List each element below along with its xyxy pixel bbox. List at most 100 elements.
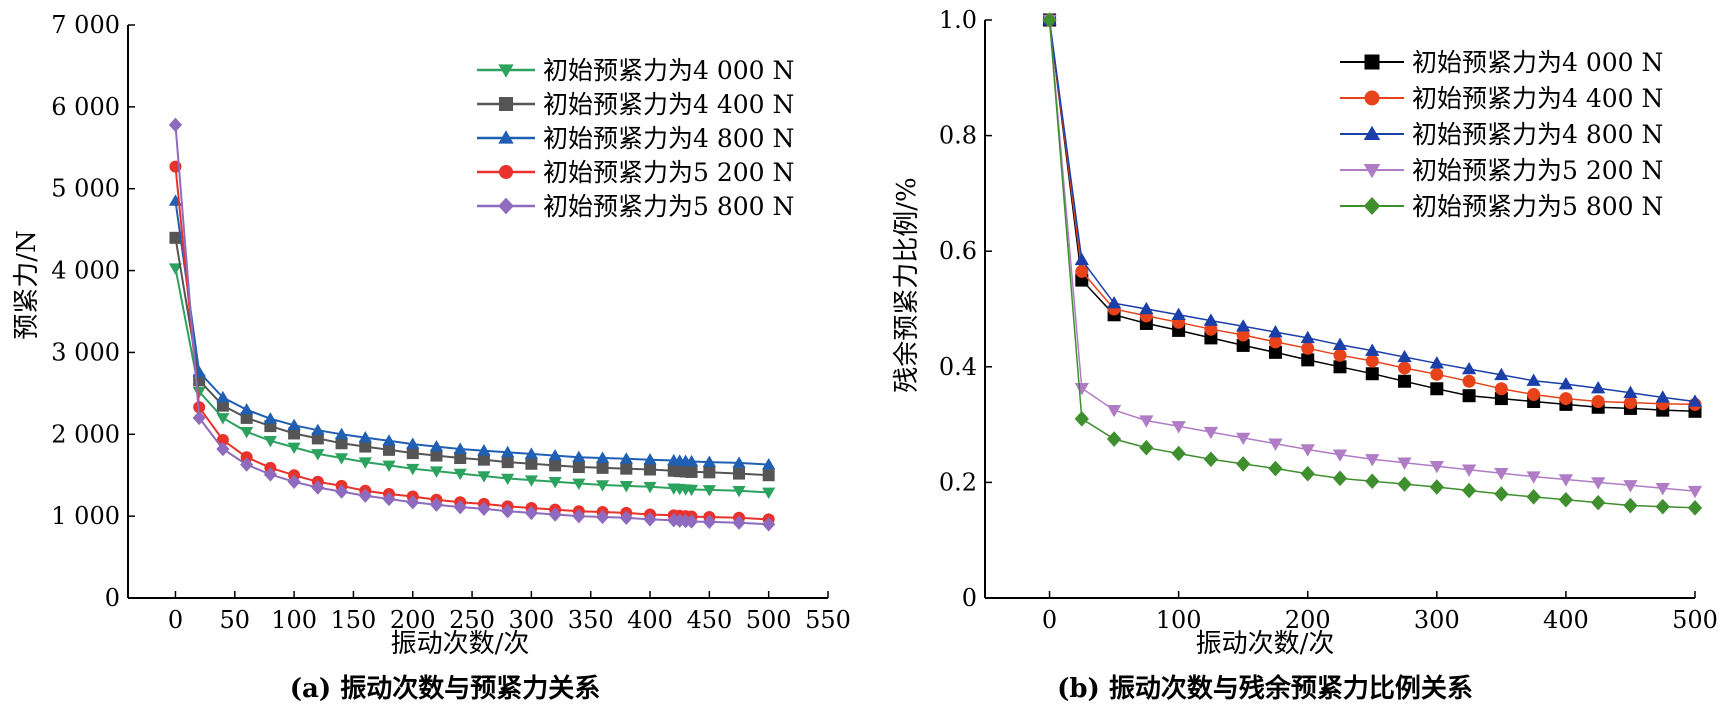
data-point xyxy=(1591,394,1605,408)
y-tick-label: 7 000 xyxy=(51,11,120,39)
data-point xyxy=(311,423,325,435)
data-point xyxy=(1332,470,1348,487)
legend-entry: 初始预紧力为4 400 N xyxy=(477,90,794,119)
data-point xyxy=(1461,361,1477,375)
data-point xyxy=(454,452,467,465)
data-point xyxy=(1301,353,1315,367)
data-point xyxy=(1527,388,1541,402)
data-point xyxy=(359,440,372,453)
data-point xyxy=(549,459,562,472)
data-point xyxy=(501,445,515,458)
data-point xyxy=(430,449,443,462)
data-point xyxy=(382,491,396,507)
data-point xyxy=(1558,376,1574,390)
data-point xyxy=(1429,461,1444,474)
data-point xyxy=(1171,307,1186,320)
data-point xyxy=(1236,432,1251,446)
data-point xyxy=(334,453,349,465)
legend-swatch-marker xyxy=(498,197,514,215)
data-point xyxy=(1365,354,1379,368)
data-point xyxy=(525,457,538,470)
series-2 xyxy=(169,231,775,482)
data-point xyxy=(762,517,776,532)
data-point xyxy=(1687,485,1703,499)
data-point xyxy=(1397,457,1412,470)
data-point xyxy=(287,418,301,431)
data-point xyxy=(429,466,444,478)
data-point xyxy=(1365,367,1379,381)
data-point xyxy=(1171,421,1186,434)
x-tick-label: 50 xyxy=(220,606,251,634)
x-tick-label: 100 xyxy=(1156,606,1202,634)
panel-a-x-axis-title: 振动次数/次 xyxy=(391,629,530,659)
x-tick-label: 500 xyxy=(746,606,792,634)
panel-a-caption: (a) 振动次数与预紧力关系 xyxy=(290,674,601,704)
data-point xyxy=(1687,394,1703,407)
legend-swatch-marker xyxy=(1363,197,1381,215)
legend-entry: 初始预紧力为5 200 N xyxy=(1340,156,1663,185)
data-point xyxy=(732,456,746,468)
data-point xyxy=(287,474,301,489)
data-point xyxy=(1236,456,1251,472)
data-point xyxy=(1494,367,1509,381)
data-point xyxy=(1526,489,1541,505)
data-point xyxy=(643,453,657,465)
data-point xyxy=(1139,439,1154,456)
legend-entry: 初始预紧力为4 000 N xyxy=(1340,48,1663,77)
x-tick-label: 150 xyxy=(331,606,377,634)
legend-label: 初始预紧力为4 000 N xyxy=(1412,48,1663,77)
data-point xyxy=(169,231,182,244)
series-3 xyxy=(168,194,776,470)
legend-label: 初始预紧力为5 200 N xyxy=(543,158,794,187)
data-point xyxy=(1591,494,1606,511)
legend-swatch-marker xyxy=(1364,90,1380,106)
data-point xyxy=(762,487,776,500)
data-point xyxy=(263,436,277,448)
series-5 xyxy=(168,117,776,532)
data-point xyxy=(263,412,277,424)
data-point xyxy=(1106,404,1122,418)
y-tick-label: 1.0 xyxy=(939,6,977,34)
data-point xyxy=(1106,431,1122,447)
data-point xyxy=(1558,474,1574,487)
data-point xyxy=(684,484,699,497)
data-point xyxy=(619,452,633,464)
data-point xyxy=(1494,486,1509,502)
data-point xyxy=(453,442,467,454)
data-point xyxy=(1236,328,1250,342)
legend-entry: 初始预紧力为5 200 N xyxy=(477,158,794,187)
data-point xyxy=(762,457,776,470)
data-point xyxy=(263,467,277,482)
data-point xyxy=(1398,374,1412,388)
data-point xyxy=(1461,464,1477,477)
data-point xyxy=(524,505,538,521)
panel-b-series xyxy=(1042,12,1703,516)
data-point xyxy=(1333,348,1347,362)
data-point xyxy=(1333,360,1347,374)
data-point xyxy=(1623,385,1638,399)
data-point xyxy=(524,447,538,459)
data-point xyxy=(1268,324,1283,338)
data-point xyxy=(1462,389,1476,403)
data-point xyxy=(1203,313,1219,326)
y-tick-label: 5 000 xyxy=(51,175,120,203)
panel-b-x-axis-title: 振动次数/次 xyxy=(1196,629,1335,659)
data-point xyxy=(595,451,610,463)
data-point xyxy=(1655,390,1670,403)
data-point xyxy=(358,488,372,503)
data-point xyxy=(1171,445,1186,462)
data-point xyxy=(1365,343,1380,356)
data-point xyxy=(477,453,490,466)
panel-b-caption: (b) 振动次数与残余预紧力比例关系 xyxy=(1057,673,1473,704)
data-point xyxy=(1462,374,1476,388)
data-point xyxy=(1655,498,1670,515)
data-point xyxy=(595,509,610,525)
data-point xyxy=(1074,252,1089,266)
legend-label: 初始预紧力为5 800 N xyxy=(543,192,794,221)
data-point xyxy=(168,117,183,133)
data-point xyxy=(1236,338,1250,352)
legend-entry: 初始预紧力为4 000 N xyxy=(477,56,794,85)
panel-a-y-axis-title: 预紧力/N xyxy=(12,230,42,340)
x-tick-label: 200 xyxy=(1285,606,1331,634)
data-point xyxy=(1591,381,1606,394)
